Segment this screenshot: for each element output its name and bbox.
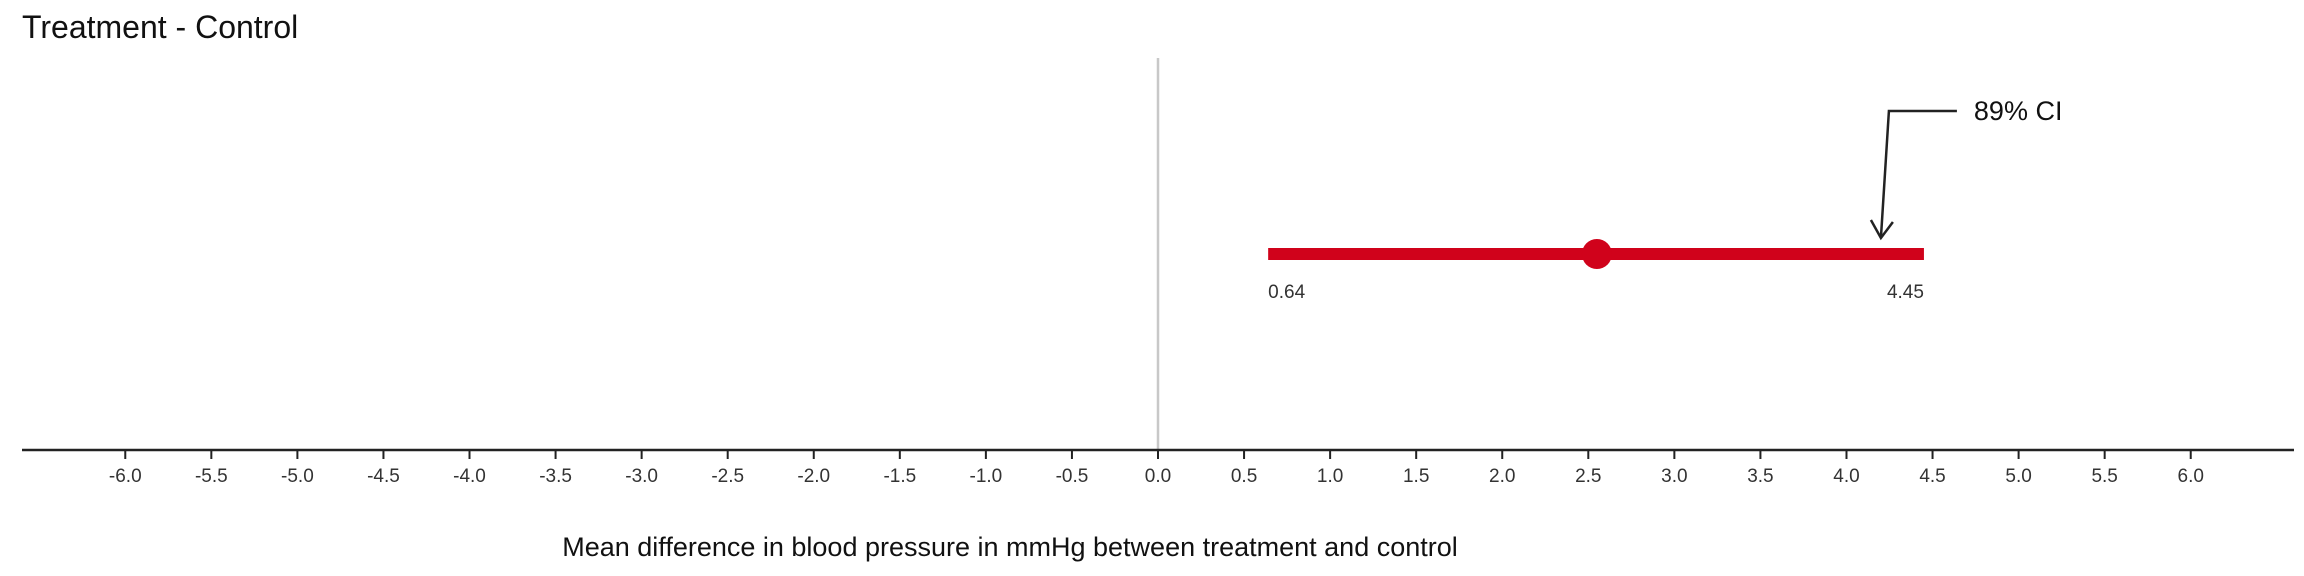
chart-title: Treatment - Control [22,9,298,45]
ci-lower-label: 0.64 [1268,282,1305,303]
x-tick-label: 4.0 [1833,466,1859,487]
x-tick-label: -4.0 [453,466,486,487]
ci-upper-label: 4.45 [1887,282,1924,303]
x-tick-label: -3.0 [625,466,658,487]
x-tick-label: 0.0 [1145,466,1171,487]
x-tick-label: 4.5 [1919,466,1945,487]
x-tick-label: -2.0 [797,466,830,487]
x-tick-label: -2.5 [711,466,744,487]
x-tick-label: 2.0 [1489,466,1515,487]
x-axis-title: Mean difference in blood pressure in mmH… [562,532,1458,562]
x-tick-label: 6.0 [2178,466,2204,487]
annotation-arrow-head [1869,219,1894,241]
x-tick-label: 2.5 [1575,466,1601,487]
x-tick-label: 3.0 [1661,466,1687,487]
x-tick-label: -4.5 [367,466,400,487]
x-tick-label: -6.0 [109,466,142,487]
x-tick-label: 5.5 [2091,466,2117,487]
x-tick-label: -5.0 [281,466,314,487]
x-tick-label: -5.5 [195,466,228,487]
x-tick-label: -1.0 [970,466,1003,487]
x-tick-label: -1.5 [883,466,916,487]
x-tick-label: -3.5 [539,466,572,487]
x-tick-label: 1.0 [1317,466,1343,487]
annotation-label: 89% CI [1974,96,2063,126]
x-tick-label: -0.5 [1056,466,1089,487]
x-tick-label: 3.5 [1747,466,1773,487]
x-tick-label: 5.0 [2005,466,2031,487]
x-axis-ticks: -6.0 -5.5 -5.0 -4.5 -4.0 -3.5 -3.0 -2.5 -2.0 -1.5… [109,450,2204,487]
annotation-arrow-line [1879,109,1957,239]
x-tick-label: 0.5 [1231,466,1257,487]
point-estimate-dot [1581,239,1612,269]
x-tick-label: 1.5 [1403,466,1429,487]
